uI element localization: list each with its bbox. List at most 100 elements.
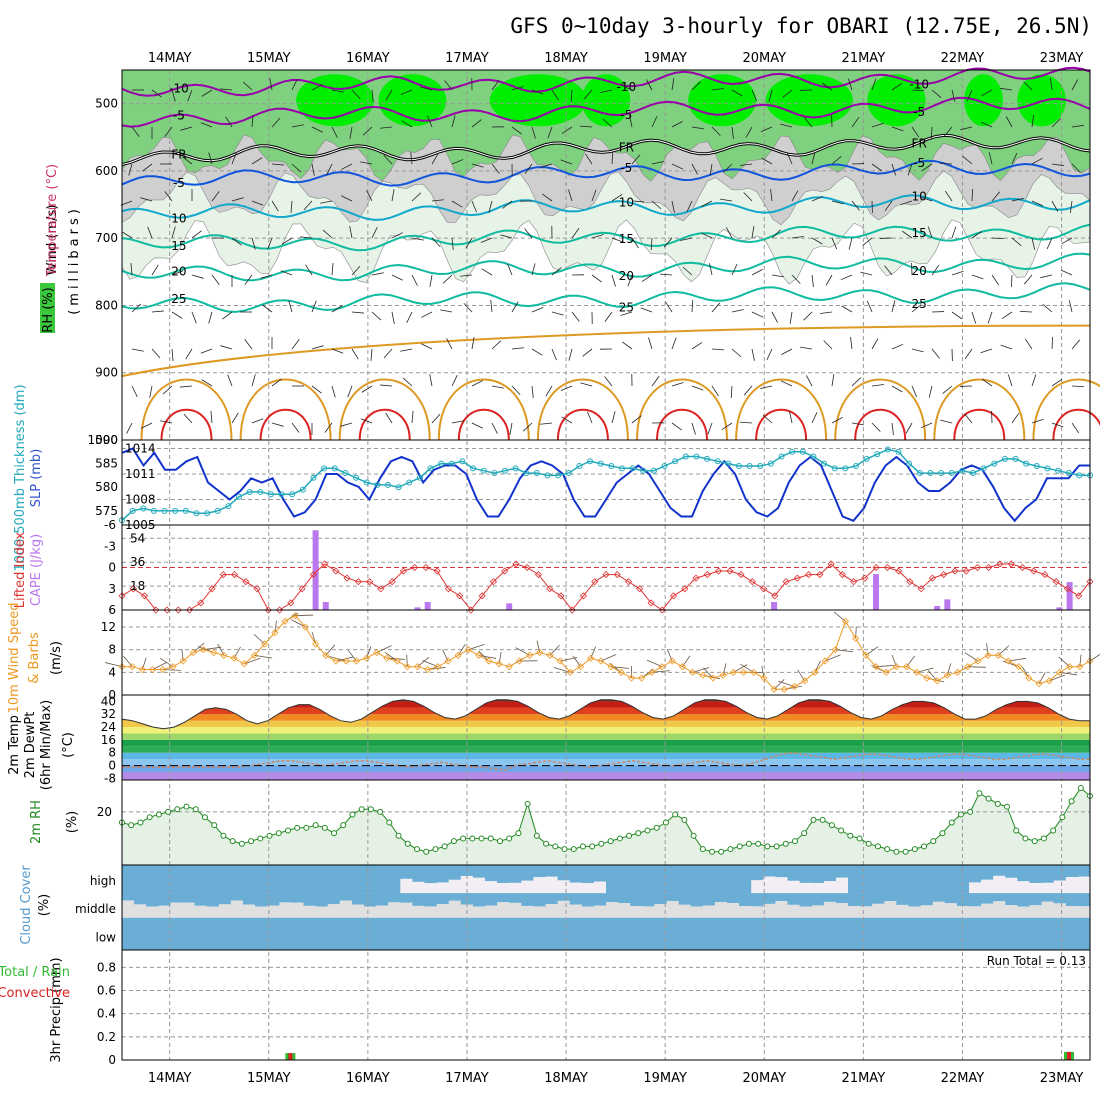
rh2m-point xyxy=(579,843,586,850)
wind-barb xyxy=(164,126,173,137)
wind10m-point xyxy=(444,657,452,665)
wind10m-point xyxy=(953,668,962,676)
cloud-middle xyxy=(279,893,292,903)
wind-barb xyxy=(524,163,533,174)
wind-barb xyxy=(471,422,483,429)
wind-barb xyxy=(591,234,604,239)
wind-barb xyxy=(471,380,483,387)
wind-barb xyxy=(491,80,500,91)
isotherm-35-dome xyxy=(1052,408,1100,441)
cloud-high xyxy=(509,865,522,883)
cloud-high-clear xyxy=(497,883,510,894)
wind-barb xyxy=(201,379,213,387)
cloud-low xyxy=(303,917,317,950)
wind-barb xyxy=(745,126,753,138)
isotherm-label: 10 xyxy=(619,196,634,210)
rh-tick: 20 xyxy=(97,805,112,819)
cloud-middle-grey xyxy=(920,905,934,918)
wind10m-point xyxy=(658,663,666,671)
rh2m-point xyxy=(441,843,448,850)
cloud-high xyxy=(678,865,692,894)
rh2m-point xyxy=(967,808,974,815)
cloud-high xyxy=(279,865,292,894)
wind-barb xyxy=(1011,412,1020,424)
cloud-low xyxy=(557,917,571,950)
rh-axis-label: RH (%) xyxy=(41,287,56,332)
cape-bar xyxy=(424,602,431,610)
temp-tick: 24 xyxy=(101,720,116,734)
isotherm-30-dome xyxy=(735,378,828,441)
wind-barb xyxy=(991,274,1000,286)
wind-barb xyxy=(723,163,733,173)
rh2m-point xyxy=(856,835,863,842)
wind10m-barb xyxy=(986,643,989,656)
wind-barb xyxy=(360,161,373,165)
wind-barb xyxy=(930,126,933,140)
wind-barb xyxy=(383,348,393,359)
cloud-middle-grey xyxy=(376,905,389,918)
isotherm-label: FR xyxy=(619,140,634,154)
wind-barb xyxy=(1011,197,1024,202)
date-label-top: 16MAY xyxy=(346,51,390,66)
cloud-middle-grey xyxy=(872,903,885,918)
rh2m-point xyxy=(220,832,227,839)
isotherm-line xyxy=(121,96,1091,128)
cloud-low xyxy=(339,917,353,950)
wind-barb xyxy=(360,418,373,424)
cloud-middle xyxy=(291,893,304,903)
marks-layer: -10 -10 -10 -5 -5 -5 FR FR FR -5 -5 -5 10 10 10 15 15 15 2… xyxy=(104,66,1100,1060)
isotherm-label: 25 xyxy=(912,297,927,311)
temp-tick: 0 xyxy=(108,759,116,773)
cloud-low xyxy=(1017,917,1030,950)
lifted-index-point xyxy=(962,567,970,575)
cloud-high xyxy=(1005,865,1018,878)
rh2m-point xyxy=(331,830,338,837)
cloud-middle-grey xyxy=(787,904,801,918)
wind-barb xyxy=(627,274,633,287)
wind-barb xyxy=(987,311,993,324)
thickness-point xyxy=(491,470,498,477)
cloud-middle-grey xyxy=(823,901,837,918)
cloud-high xyxy=(182,865,196,894)
cloud-high-clear xyxy=(400,878,413,894)
cape-bar xyxy=(414,607,421,610)
cloud-low xyxy=(1005,917,1018,950)
cloud-high-clear xyxy=(1041,882,1055,894)
wind-barb xyxy=(671,163,684,170)
cloud-middle xyxy=(654,893,667,905)
temp-tick: 8 xyxy=(108,746,116,760)
wind-barb xyxy=(1049,78,1053,91)
thickness-point xyxy=(363,479,370,486)
cloud-middle xyxy=(751,893,764,907)
lifted-index-point xyxy=(534,571,543,579)
cloud-high xyxy=(581,865,595,884)
cloud-high xyxy=(872,865,885,894)
wind-barb xyxy=(291,79,298,91)
wind10m-barb xyxy=(824,654,841,662)
cloud-middle xyxy=(472,893,486,907)
isotherm-35-dome xyxy=(854,408,907,441)
date-label-bottom: 20MAY xyxy=(742,1071,786,1086)
thickness-point xyxy=(161,507,168,514)
isotherm-35-dome xyxy=(953,408,1006,441)
wind-barb xyxy=(1071,422,1080,434)
cloud-middle xyxy=(993,893,1006,902)
wind-barb xyxy=(911,348,924,353)
rh2m-point xyxy=(303,824,310,831)
wind-barb xyxy=(871,422,881,432)
wind-barb xyxy=(242,81,253,91)
cape-bar xyxy=(322,602,329,610)
wind-barb xyxy=(1031,200,1044,207)
thickness-point xyxy=(384,481,391,488)
cloud-level-high: high xyxy=(90,874,116,888)
cloud-middle-grey xyxy=(509,902,522,918)
cloud-middle-grey xyxy=(642,906,655,918)
cloud-middle xyxy=(811,893,825,906)
rh2m-point xyxy=(469,835,476,842)
cloud-high xyxy=(303,865,317,894)
thickness-point xyxy=(448,460,455,467)
cloud-middle-grey xyxy=(146,906,159,918)
cloud-high xyxy=(751,865,764,881)
wind-barb xyxy=(1040,274,1053,279)
wind-barb xyxy=(290,200,293,213)
